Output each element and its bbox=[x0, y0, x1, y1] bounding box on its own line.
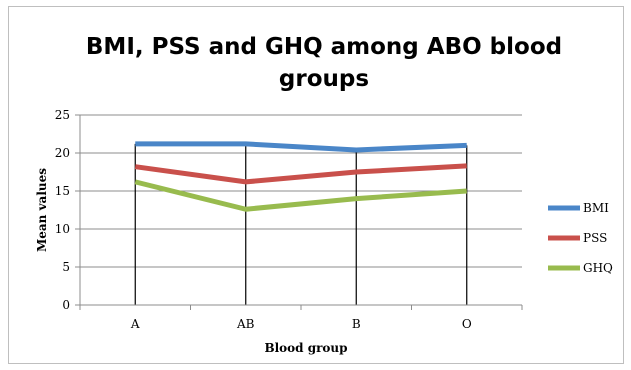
series-line-ghq bbox=[134, 179, 467, 212]
legend-label-bmi: BMI bbox=[583, 201, 609, 215]
legend-label-pss: PSS bbox=[583, 231, 607, 245]
y-tick-label: 5 bbox=[62, 260, 70, 274]
legend-label-ghq: GHQ bbox=[583, 261, 613, 275]
x-axis-title: Blood group bbox=[264, 341, 347, 355]
chart-title-line-1: BMI, PSS and GHQ among ABO blood bbox=[86, 34, 562, 60]
x-tick-label: A bbox=[130, 317, 140, 331]
y-tick-label: 10 bbox=[55, 222, 70, 236]
legend: BMI PSS GHQ bbox=[548, 201, 613, 275]
y-axis-title: Mean values bbox=[35, 168, 49, 252]
series-line-pss bbox=[134, 163, 467, 185]
x-tick-label: O bbox=[462, 317, 472, 331]
axes bbox=[75, 114, 523, 310]
x-tick-label: B bbox=[352, 317, 361, 331]
series-line-bmi bbox=[135, 141, 467, 153]
y-tick-label: 25 bbox=[55, 108, 70, 122]
drop-lines bbox=[134, 143, 468, 305]
y-tick-label: 20 bbox=[55, 146, 70, 160]
chart-title-line-2: groups bbox=[279, 66, 369, 92]
x-tick-labels: A AB B O bbox=[130, 317, 472, 331]
gridlines bbox=[80, 114, 522, 268]
y-tick-label: 0 bbox=[62, 298, 70, 312]
y-tick-labels: 0 5 10 15 20 25 bbox=[55, 108, 70, 312]
chart-frame bbox=[8, 6, 624, 364]
series-lines bbox=[134, 141, 467, 212]
x-tick-label: AB bbox=[236, 317, 255, 331]
y-tick-label: 15 bbox=[55, 184, 70, 198]
